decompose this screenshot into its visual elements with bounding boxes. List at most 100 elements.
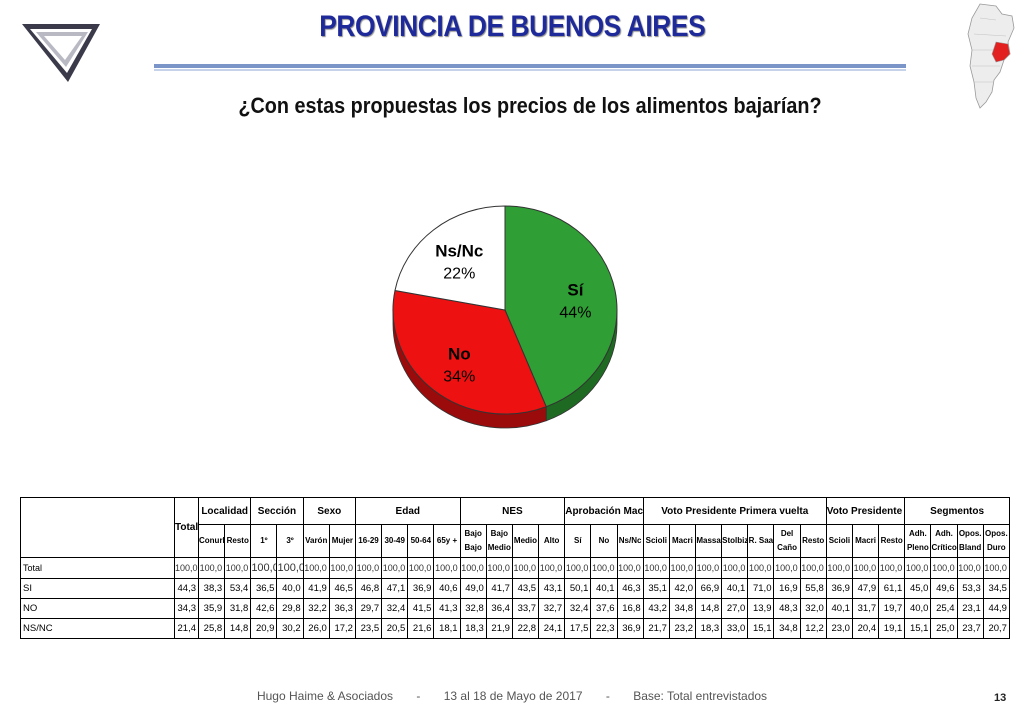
argentina-map-icon bbox=[967, 3, 1015, 109]
pie-slice-no bbox=[392, 289, 547, 415]
column-subheader: Scioli bbox=[642, 524, 670, 558]
table-cell: 23,0 bbox=[825, 618, 853, 639]
table-cell: 100,0 bbox=[616, 557, 644, 579]
table-cell: 40,1 bbox=[721, 578, 749, 599]
pie-slice-s- bbox=[504, 205, 618, 408]
column-group-header: Segmentos bbox=[904, 497, 1010, 525]
column-subheader: Adh. Pleno bbox=[904, 524, 932, 558]
column-subheader: Mujer bbox=[328, 524, 356, 558]
table-cell: 100,0 bbox=[747, 557, 775, 579]
column-subheader: Conurbano bbox=[197, 524, 226, 558]
table-cell: 34,8 bbox=[773, 618, 801, 639]
table-cell: 31,8 bbox=[224, 598, 252, 619]
table-cell: 100,0 bbox=[302, 557, 330, 579]
table-cell: 100,0 bbox=[538, 557, 566, 579]
pie-label-value: 44% bbox=[559, 305, 591, 322]
column-subheader: Scioli bbox=[825, 524, 853, 558]
table-cell: 100,0 bbox=[799, 557, 827, 579]
table-cell: 49,6 bbox=[930, 578, 958, 599]
table-cell: 100,0 bbox=[433, 557, 461, 579]
footer-separator: - bbox=[605, 689, 610, 703]
table-cell: 61,1 bbox=[878, 578, 906, 599]
column-subheader: Bajo Bajo bbox=[459, 524, 487, 558]
column-subheader: Stolbizer bbox=[721, 524, 749, 558]
table-cell: 43,1 bbox=[538, 578, 566, 599]
table-cell: 100,0 bbox=[224, 557, 252, 579]
table-cell: 37,6 bbox=[590, 598, 618, 619]
table-cell: 21,7 bbox=[642, 618, 670, 639]
table-cell: 22,3 bbox=[590, 618, 618, 639]
table-cell: 27,0 bbox=[721, 598, 749, 619]
footer: Hugo Haime & Asociados - 13 al 18 de May… bbox=[0, 689, 1024, 703]
table-cell: 42,0 bbox=[668, 578, 697, 599]
table-cell: 35,9 bbox=[197, 598, 226, 619]
table-cell: 47,9 bbox=[851, 578, 880, 599]
table-cell: 16,9 bbox=[773, 578, 801, 599]
column-subheader: 30-49 bbox=[381, 524, 409, 558]
table-cell: 44,9 bbox=[982, 598, 1010, 619]
table-cell: 100,0 bbox=[250, 557, 278, 579]
table-cell: 46,3 bbox=[616, 578, 644, 599]
table-cell: 34,3 bbox=[174, 598, 199, 619]
column-subheader: R. Saa bbox=[747, 524, 775, 558]
table-cell: 32,7 bbox=[538, 598, 566, 619]
table-cell: 30,2 bbox=[276, 618, 304, 639]
table-cell: 100,0 bbox=[354, 557, 383, 579]
table-cell: 15,1 bbox=[747, 618, 775, 639]
table-cell: 21,9 bbox=[485, 618, 513, 639]
table-corner-cell bbox=[20, 497, 175, 558]
page-number: 13 bbox=[994, 692, 1007, 704]
table-cell: 41,7 bbox=[485, 578, 513, 599]
column-subheader: Medio bbox=[511, 524, 540, 558]
table-cell: 100,0 bbox=[564, 557, 592, 579]
table-cell: 100,0 bbox=[590, 557, 618, 579]
footer-separator: - bbox=[416, 689, 421, 703]
table-cell: 36,9 bbox=[825, 578, 853, 599]
page-title: PROVINCIA DE BUENOS AIRES bbox=[319, 10, 706, 43]
table-cell: 50,1 bbox=[564, 578, 592, 599]
table-cell: 40,1 bbox=[590, 578, 618, 599]
column-subheader: Macri bbox=[668, 524, 697, 558]
company-logo bbox=[22, 24, 100, 82]
table-cell: 100,0 bbox=[930, 557, 958, 579]
table-cell: 100,0 bbox=[328, 557, 356, 579]
table-cell: 34,8 bbox=[668, 598, 697, 619]
table-cell: 23,5 bbox=[354, 618, 383, 639]
table-cell: 19,1 bbox=[878, 618, 906, 639]
column-subheader: Del Caño bbox=[773, 524, 801, 558]
table-cell: 41,5 bbox=[407, 598, 435, 619]
title-rule-light bbox=[154, 69, 906, 71]
column-group-header: Voto Presidente Ballotage bbox=[825, 497, 906, 525]
table-cell: 71,0 bbox=[747, 578, 775, 599]
table-cell: 100,0 bbox=[381, 557, 409, 579]
table-cell: 43,2 bbox=[642, 598, 670, 619]
table-cell: 33,0 bbox=[721, 618, 749, 639]
table-cell: 19,7 bbox=[878, 598, 906, 619]
table-cell: 66,9 bbox=[695, 578, 723, 599]
column-subheader: Varón bbox=[302, 524, 330, 558]
table-cell: 100,0 bbox=[825, 557, 853, 579]
table-cell: 41,3 bbox=[433, 598, 461, 619]
column-subheader: 3º bbox=[276, 524, 304, 558]
column-subheader: No bbox=[590, 524, 618, 558]
column-subheader: 65y + bbox=[433, 524, 461, 558]
column-subheader: Bajo Medio bbox=[485, 524, 513, 558]
table-cell: 21,6 bbox=[407, 618, 435, 639]
column-subheader: Opos. Bland bbox=[956, 524, 984, 558]
column-subheader: Sí bbox=[564, 524, 592, 558]
table-row: SI 44,3 38,3 53,4 36,5 40,0 41,9 46,5 46,8 47,1 36… bbox=[20, 578, 1010, 599]
table-cell: 41,9 bbox=[302, 578, 330, 599]
column-subheader: Macri bbox=[851, 524, 880, 558]
table-cell: 26,0 bbox=[302, 618, 330, 639]
table-cell: 34,5 bbox=[982, 578, 1010, 599]
table-cell: 100,0 bbox=[668, 557, 697, 579]
results-table: Total Localidad Sección Sexo Edad NES Aprobaci… bbox=[20, 497, 1010, 639]
table-cell: 17,2 bbox=[328, 618, 356, 639]
table-cell: 18,3 bbox=[459, 618, 487, 639]
pie-slice-ns-nc bbox=[394, 205, 506, 311]
table-cell: 32,2 bbox=[302, 598, 330, 619]
table-row: NS/NC 21,4 25,8 14,8 20,9 30,2 26,0 17,2 23,5 20,… bbox=[20, 618, 1010, 639]
table-cell: 44,3 bbox=[174, 578, 199, 599]
table-cell: 40,6 bbox=[433, 578, 461, 599]
column-header-total: Total bbox=[174, 497, 199, 558]
